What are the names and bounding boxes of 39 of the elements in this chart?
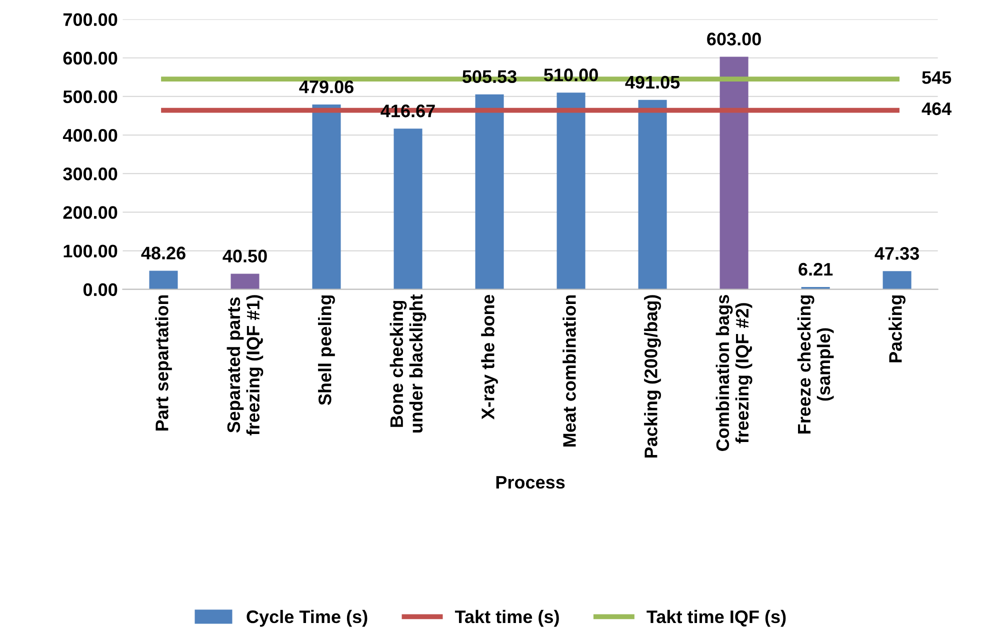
y-tick-label: 700.00: [63, 13, 118, 26]
x-tick-label: Part separtation: [155, 295, 172, 430]
data-label: 603.00: [707, 32, 761, 46]
y-tick-label: 400.00: [62, 128, 118, 142]
bar: [882, 271, 912, 290]
y-tick-label: 300.00: [63, 168, 118, 180]
bar: [720, 56, 748, 290]
x-tick-label: Freeze checking (sample): [797, 295, 834, 434]
x-tick-label: Combination bags freezing (IQF #2): [716, 294, 752, 451]
data-label: 48.26: [141, 246, 186, 260]
y-tick-label: 0.00: [83, 283, 118, 296]
bar: [312, 104, 341, 290]
bar: [556, 92, 586, 290]
x-axis-title: Process: [496, 476, 565, 489]
bar: [230, 274, 260, 290]
x-tick-label: X-ray the bone: [481, 294, 498, 420]
bar: [638, 100, 667, 290]
x-tick-label: Meat combination: [562, 295, 576, 446]
y-tick-label: 600.00: [63, 52, 118, 65]
legend-label: Takt time (s): [454, 610, 559, 627]
y-tick-label: 100.00: [64, 244, 118, 258]
data-label: 545: [922, 71, 952, 84]
legend-label: Takt time IQF (s): [646, 610, 786, 627]
bar: [394, 128, 422, 290]
bar: [475, 94, 504, 290]
data-label: 479.06: [299, 80, 354, 94]
x-tick-label: Bone checking under blacklight: [390, 294, 426, 433]
y-tick-label: 500.00: [63, 90, 118, 104]
data-label: 40.50: [222, 250, 267, 262]
bar: [149, 270, 178, 290]
y-tick-label: 200.00: [63, 206, 118, 219]
legend-label: Cycle Time (s): [246, 610, 368, 627]
x-tick-label: Shell peeling: [318, 295, 335, 406]
x-tick-label: Packing: [888, 295, 906, 362]
data-label: 464: [922, 102, 952, 116]
data-label: 6.21: [798, 262, 833, 276]
x-tick-label: Separated parts freezing (IQF #1): [226, 295, 264, 436]
x-tick-label: Packing (200g/bag): [644, 295, 661, 458]
data-label: 47.33: [874, 247, 919, 260]
